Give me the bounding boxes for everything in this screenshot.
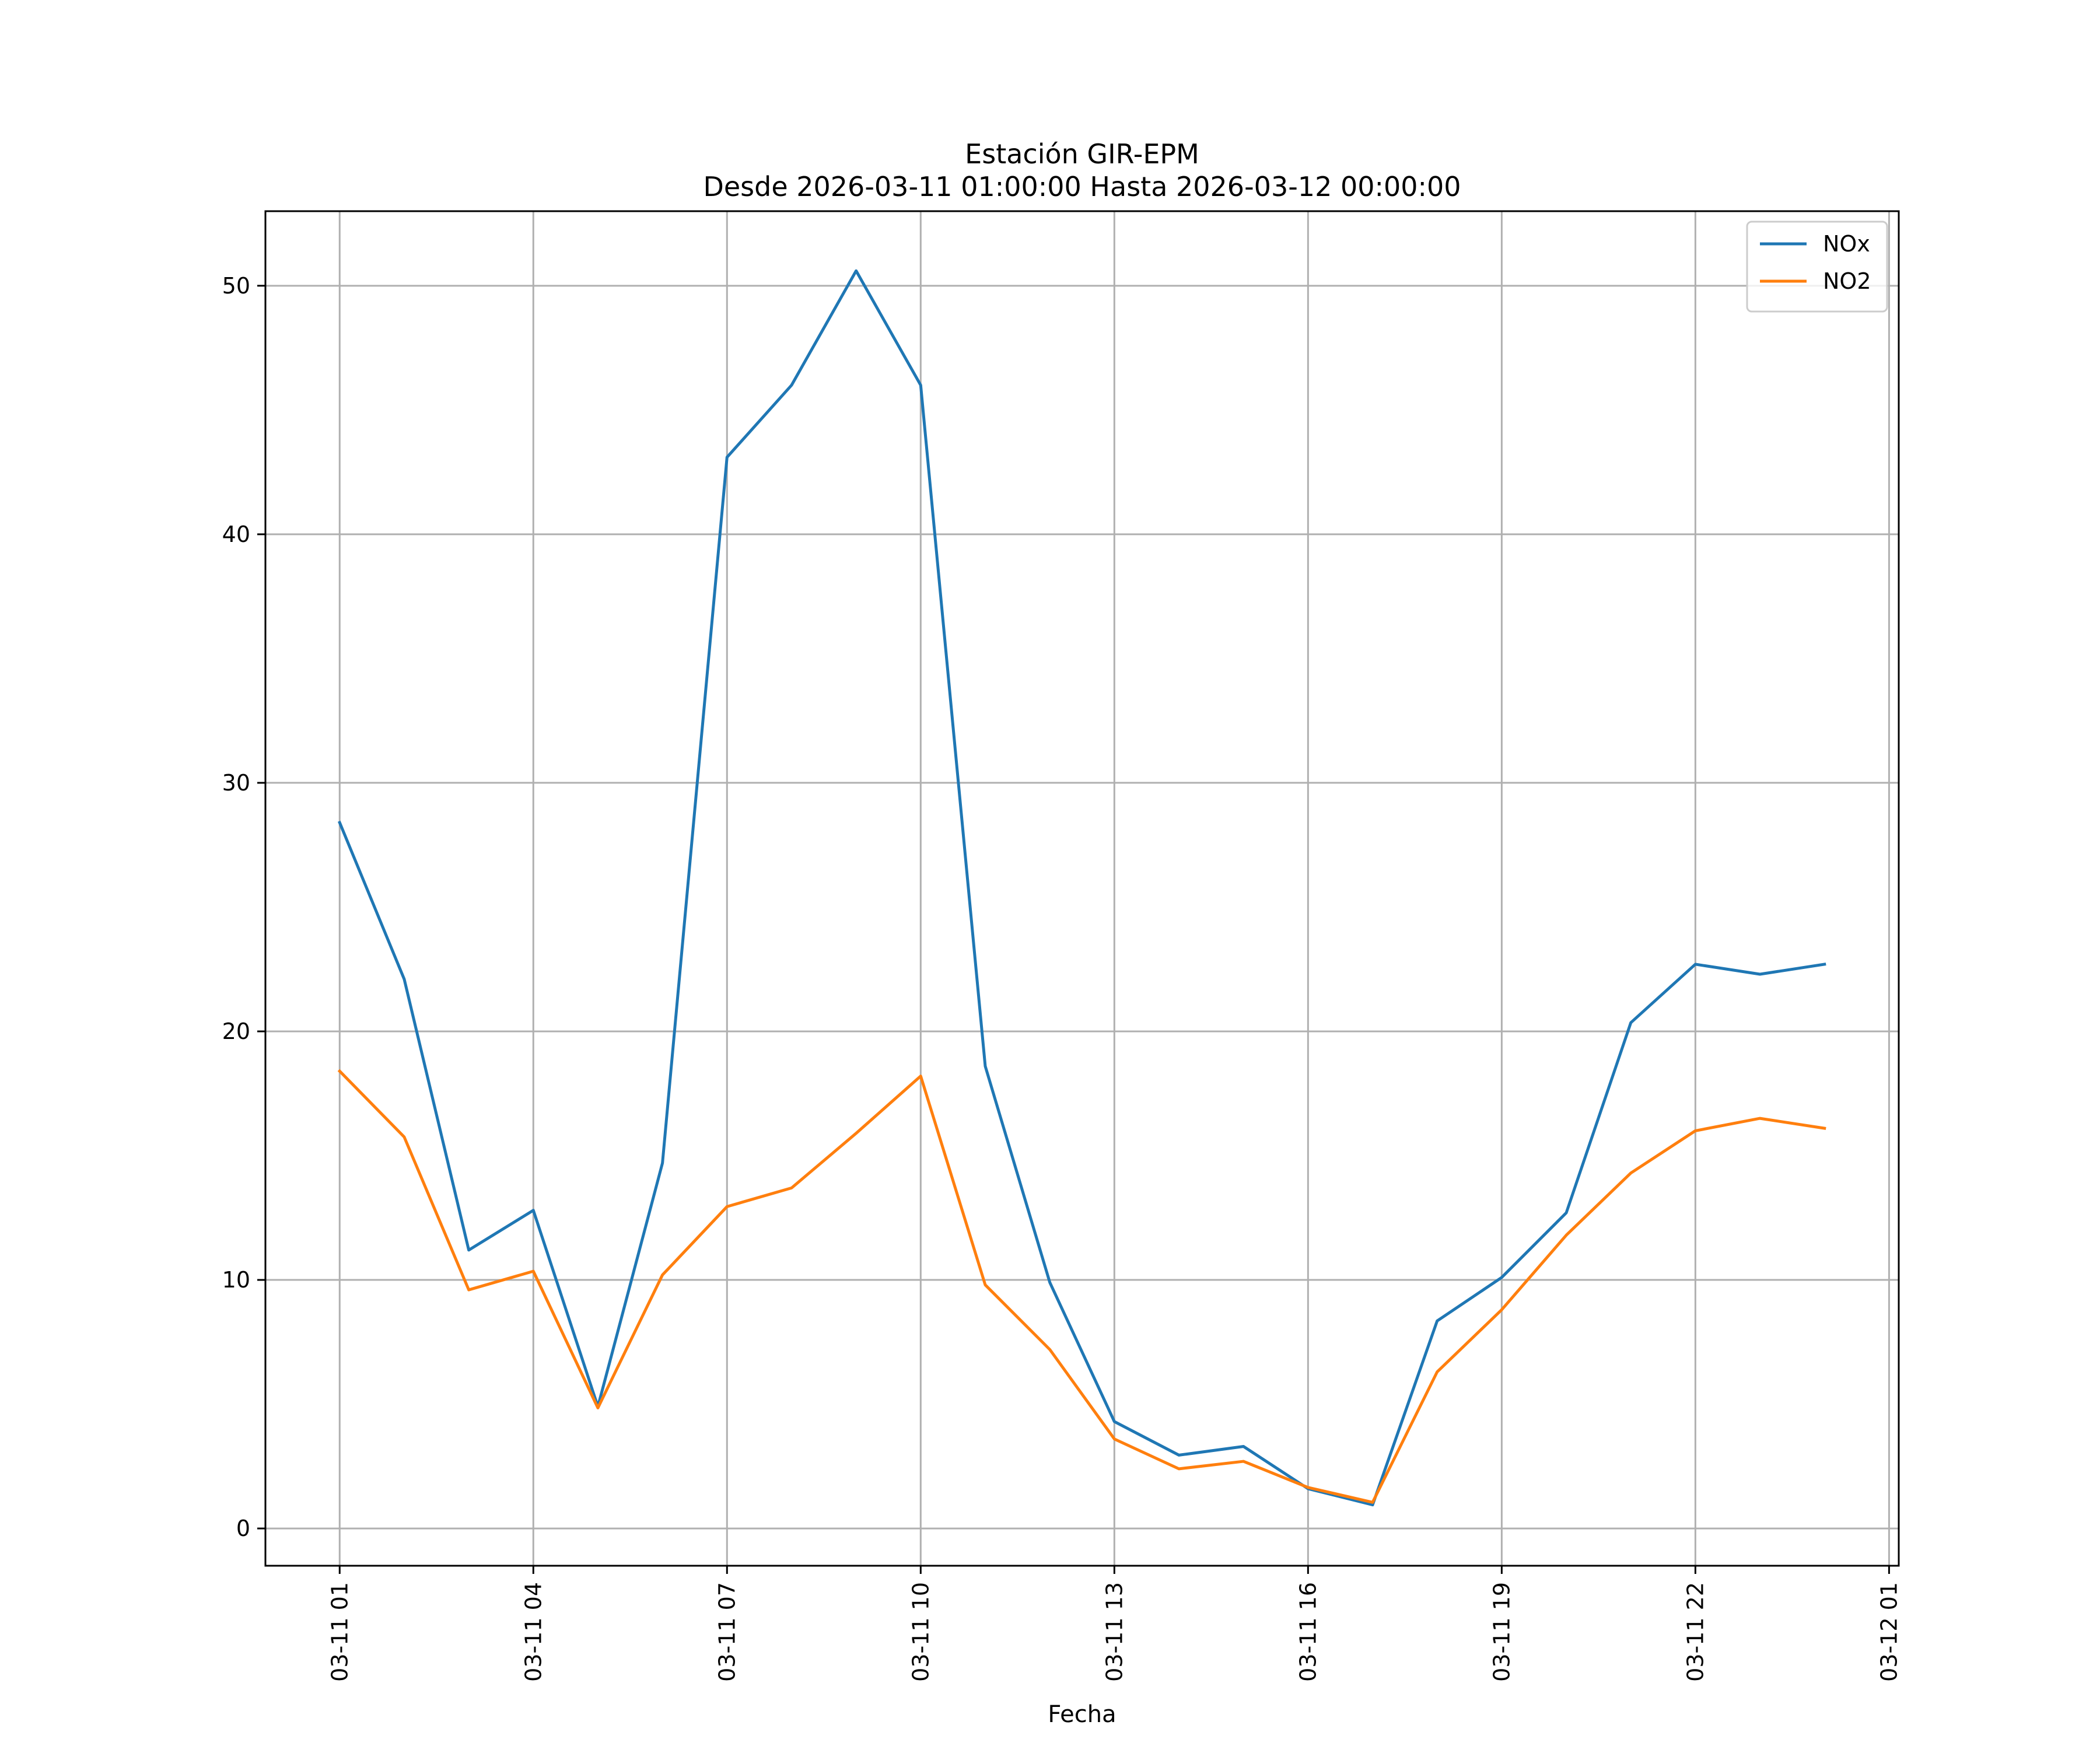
y-tick-label: 30 [222, 770, 250, 796]
y-tick-label: 40 [222, 522, 250, 547]
x-tick-label: 03-11 04 [520, 1582, 546, 1682]
x-axis-label: Fecha [1048, 1701, 1116, 1728]
x-tick-label: 03-11 01 [327, 1582, 352, 1682]
chart-title: Estación GIR-EPM [965, 138, 1199, 170]
series-lines [337, 269, 1826, 1507]
grid [265, 211, 1899, 1566]
legend-label-nox: NOx [1823, 231, 1870, 257]
x-tick-label: 03-11 16 [1295, 1582, 1321, 1682]
x-tick-label: 03-11 10 [908, 1582, 933, 1682]
chart-subtitle: Desde 2026-03-11 01:00:00 Hasta 2026-03-… [703, 171, 1461, 202]
axis-ticks: 03-11 01 03-11 04 03-11 07 03-11 10 03-11 13… [222, 273, 1902, 1682]
y-tick-label: 50 [222, 273, 250, 299]
series-line-nox [338, 269, 1826, 1507]
legend: NOx NO2 [1746, 221, 1888, 313]
legend-label-no2: NO2 [1823, 268, 1871, 294]
y-tick-label: 10 [222, 1267, 250, 1293]
x-tick-label: 03-11 22 [1682, 1582, 1708, 1682]
y-tick-label: 20 [222, 1019, 250, 1044]
y-tick-label: 0 [236, 1516, 250, 1541]
x-tick-label: 03-11 19 [1489, 1582, 1514, 1682]
x-tick-label: 03-11 07 [714, 1582, 740, 1682]
x-tick-label: 03-12 01 [1876, 1582, 1902, 1682]
series-line-no2 [337, 1069, 1826, 1504]
plot-frame [264, 210, 1900, 1567]
x-tick-label: 03-11 13 [1101, 1582, 1127, 1682]
